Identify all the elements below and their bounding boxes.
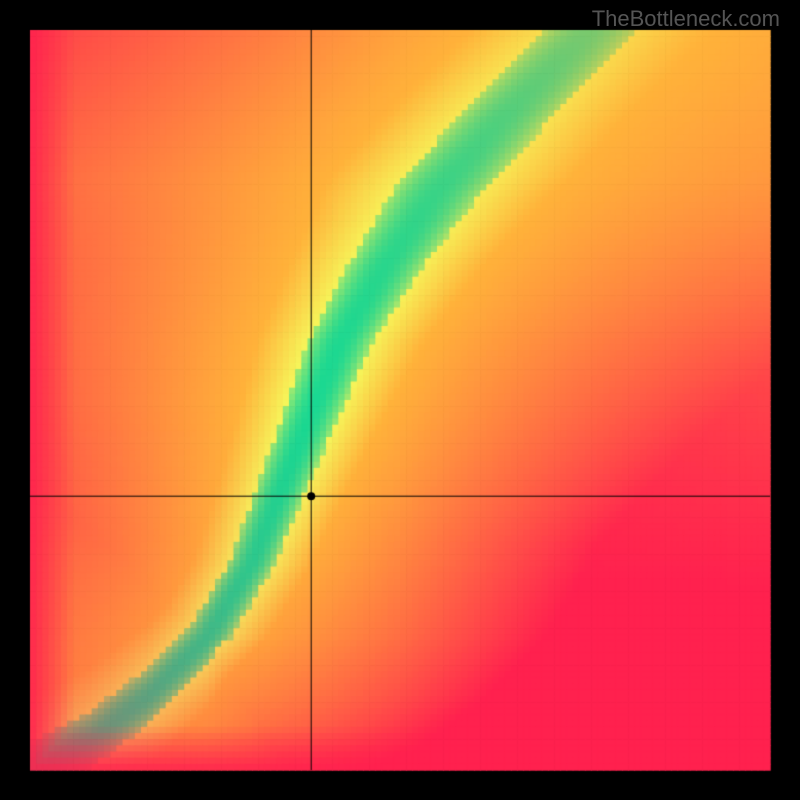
watermark-text: TheBottleneck.com [592,6,780,32]
bottleneck-heatmap-container: TheBottleneck.com [0,0,800,800]
heatmap-canvas [0,0,800,800]
